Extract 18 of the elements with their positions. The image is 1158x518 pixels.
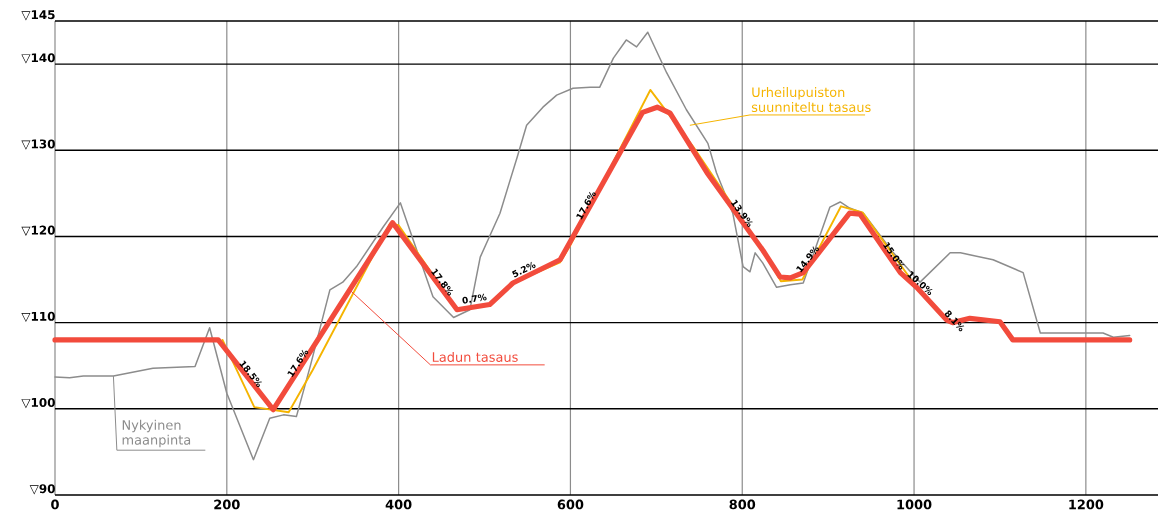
text: Urheilupuiston suunniteltu tasaus (751, 87, 871, 113)
x-tick-label: 400 (385, 499, 412, 510)
text: Nykyinen maanpinta (122, 419, 191, 448)
x-tick-label: 0 (51, 499, 59, 510)
y-tick-label: ▽120 (21, 225, 55, 236)
x-tick-label: 800 (729, 499, 756, 510)
x-tick-label: 200 (214, 499, 240, 510)
x-tick-label: 600 (557, 499, 584, 510)
y-tick-label: ▽145 (21, 10, 55, 21)
annotation: 0.7% (462, 293, 487, 304)
text: Ladun tasaus (432, 351, 518, 362)
y-tick-label: ▽130 (21, 139, 55, 150)
y-tick-label: ▽100 (21, 397, 55, 409)
x-tick-label: 1200 (1069, 499, 1104, 510)
y-tick-label: ▽110 (21, 311, 55, 323)
y-tick-label: ▽90 (29, 484, 55, 495)
x-tick-label: 1000 (897, 499, 932, 510)
y-tick-label: ▽140 (21, 53, 55, 64)
